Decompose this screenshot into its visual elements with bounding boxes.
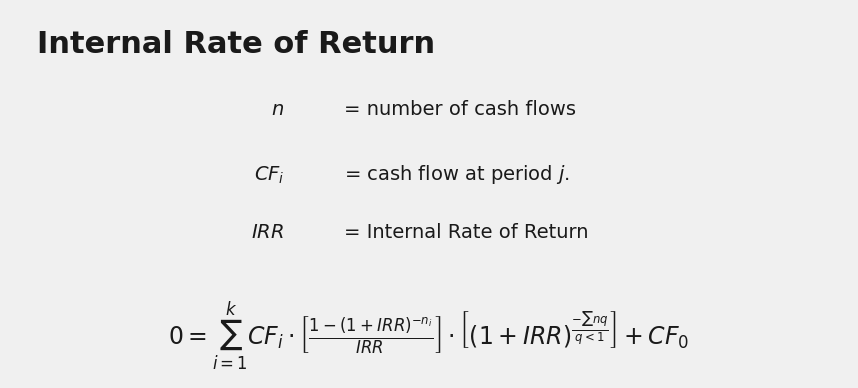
Text: = cash flow at period $j$.: = cash flow at period $j$. xyxy=(344,163,570,186)
Text: = number of cash flows: = number of cash flows xyxy=(344,100,576,120)
Text: $0 = \sum_{i=1}^{k} CF_i \cdot \left[ \frac{1-(1+IRR)^{-n_i}}{IRR} \right]\cdot : $0 = \sum_{i=1}^{k} CF_i \cdot \left[ \f… xyxy=(168,299,690,372)
Text: $IRR$: $IRR$ xyxy=(251,223,284,242)
Text: $CF_i$: $CF_i$ xyxy=(253,164,284,185)
Text: = Internal Rate of Return: = Internal Rate of Return xyxy=(344,223,589,242)
Text: $n$: $n$ xyxy=(271,100,284,120)
Text: Internal Rate of Return: Internal Rate of Return xyxy=(37,29,435,59)
